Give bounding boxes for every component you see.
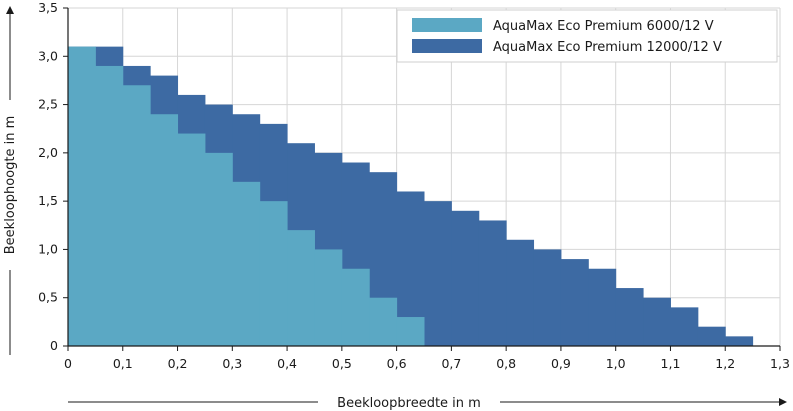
x-tick-label: 0,9: [551, 356, 571, 371]
legend-label-6000: AquaMax Eco Premium 6000/12 V: [493, 19, 714, 34]
step-bar: [643, 297, 671, 346]
x-tick-label: 1,3: [770, 356, 790, 371]
x-tick-label: 1,1: [661, 356, 681, 371]
step-bar: [177, 133, 206, 346]
step-bar: [68, 46, 96, 346]
step-bar: [122, 85, 151, 346]
step-bar: [533, 249, 562, 346]
legend-swatch-12000: [412, 39, 482, 53]
x-tick-label: 0,1: [113, 356, 133, 371]
y-tick-label: 0: [50, 338, 58, 353]
step-bar: [259, 201, 288, 346]
x-tick-label: 0,7: [441, 356, 461, 371]
legend-label-12000: AquaMax Eco Premium 12000/12 V: [493, 40, 722, 55]
series-6000: [68, 46, 425, 346]
x-tick-label: 0,8: [496, 356, 516, 371]
step-bar: [314, 249, 343, 346]
y-axis-label: Beekloophoogte in m: [3, 116, 18, 255]
x-tick-label: 0,2: [168, 356, 188, 371]
step-bar: [341, 268, 370, 346]
step-bar: [369, 297, 398, 346]
step-bar: [725, 336, 754, 346]
step-bar: [396, 317, 425, 346]
x-tick-label: 1,0: [606, 356, 626, 371]
legend: AquaMax Eco Premium 6000/12 V AquaMax Ec…: [396, 9, 778, 63]
step-bar: [697, 326, 726, 346]
step-bar: [232, 181, 261, 346]
step-bar: [287, 230, 315, 346]
step-bar: [588, 268, 617, 346]
y-tick-label: 2,0: [38, 145, 58, 160]
step-bar: [506, 239, 535, 346]
axes: [63, 7, 781, 351]
x-tick-label: 0: [64, 356, 72, 371]
x-tick-label: 0,4: [277, 356, 297, 371]
step-bar: [150, 114, 179, 346]
y-tick-label: 0,5: [38, 290, 58, 305]
step-bar: [95, 65, 124, 346]
step-bar: [424, 201, 452, 346]
step-bar: [478, 220, 507, 346]
legend-swatch-6000: [412, 18, 482, 32]
y-tick-label: 1,0: [38, 241, 58, 256]
y-tick-label: 1,5: [38, 193, 58, 208]
step-bar: [451, 210, 480, 346]
series-layer: [68, 46, 754, 347]
x-tick-label: 0,5: [332, 356, 352, 371]
step-bar: [204, 152, 233, 346]
x-tick-label: 1,2: [715, 356, 735, 371]
tick-labels: 0 0,1 0,2 0,3 0,4 0,5 0,6 0,7 0,8 0,9 1,0 1,1 1,2 1,3…: [38, 0, 790, 371]
x-tick-label: 0,6: [387, 356, 407, 371]
y-axis-label-group: Beekloophoogte in m: [2, 6, 18, 355]
step-bar: [560, 259, 589, 346]
x-tick-label: 0,3: [222, 356, 242, 371]
y-tick-label: 2,5: [38, 97, 58, 112]
x-axis-label-group: Beekloopbreedte in m: [68, 393, 787, 411]
y-tick-label: 3,5: [38, 0, 58, 15]
step-bar: [670, 307, 699, 346]
x-axis-label: Beekloopbreedte in m: [337, 396, 481, 411]
step-bar: [615, 288, 644, 346]
y-tick-label: 3,0: [38, 48, 58, 63]
